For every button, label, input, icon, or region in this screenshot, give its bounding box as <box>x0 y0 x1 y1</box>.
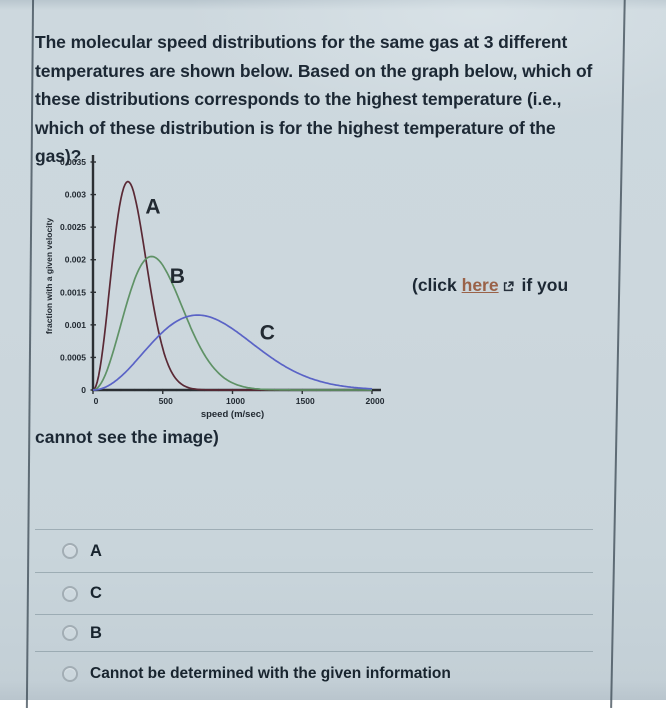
svg-text:speed (m/sec): speed (m/sec) <box>201 409 264 420</box>
fallback-prefix: (click <box>412 275 457 295</box>
svg-text:B: B <box>170 265 185 288</box>
image-fallback-continuation: cannot see the image) <box>35 427 219 447</box>
answer-option-label: B <box>90 623 102 642</box>
svg-text:fraction with a given velocity: fraction with a given velocity <box>44 218 54 334</box>
svg-text:0.001: 0.001 <box>65 320 87 330</box>
answer-option-label: C <box>90 584 102 602</box>
svg-text:0.0035: 0.0035 <box>60 157 86 167</box>
image-fallback-note: (click here if you <box>412 275 568 297</box>
svg-text:0.0005: 0.0005 <box>60 352 86 362</box>
radio-button[interactable] <box>62 543 78 559</box>
svg-text:1500: 1500 <box>296 396 315 406</box>
svg-text:2000: 2000 <box>366 396 385 406</box>
answer-option-label: A <box>90 541 102 560</box>
svg-text:A: A <box>145 195 160 218</box>
svg-text:C: C <box>260 322 275 345</box>
radio-button[interactable] <box>62 625 78 641</box>
image-link[interactable]: here <box>461 275 499 295</box>
answer-option-cannot-determine[interactable]: Cannot be determined with the given info… <box>35 651 593 696</box>
external-link-icon <box>503 276 514 297</box>
answer-option-c[interactable]: C <box>35 572 593 614</box>
svg-text:0: 0 <box>81 385 86 395</box>
svg-text:1000: 1000 <box>226 396 245 406</box>
svg-text:0.003: 0.003 <box>65 190 87 200</box>
svg-text:0: 0 <box>94 396 99 406</box>
svg-text:500: 500 <box>159 396 173 406</box>
svg-text:0.002: 0.002 <box>65 255 87 265</box>
svg-text:0.0025: 0.0025 <box>60 222 86 232</box>
photo-right-edge <box>610 0 626 708</box>
answer-option-a[interactable]: A <box>35 529 593 572</box>
question-text: The molecular speed distributions for th… <box>35 32 593 167</box>
photo-left-edge <box>25 0 35 708</box>
radio-button[interactable] <box>62 585 78 602</box>
answer-options: A C B Cannot be determined with the give… <box>35 529 593 696</box>
svg-text:0.0015: 0.0015 <box>60 287 86 297</box>
answer-option-label: Cannot be determined with the given info… <box>90 665 451 682</box>
speed-distribution-chart: 0 0.0005 0.001 0.0015 0.002 0.0025 0.003 0.0035… <box>44 155 385 420</box>
answer-option-b[interactable]: B <box>35 614 593 651</box>
radio-button[interactable] <box>62 666 78 682</box>
fallback-suffix: if you <box>521 275 569 295</box>
